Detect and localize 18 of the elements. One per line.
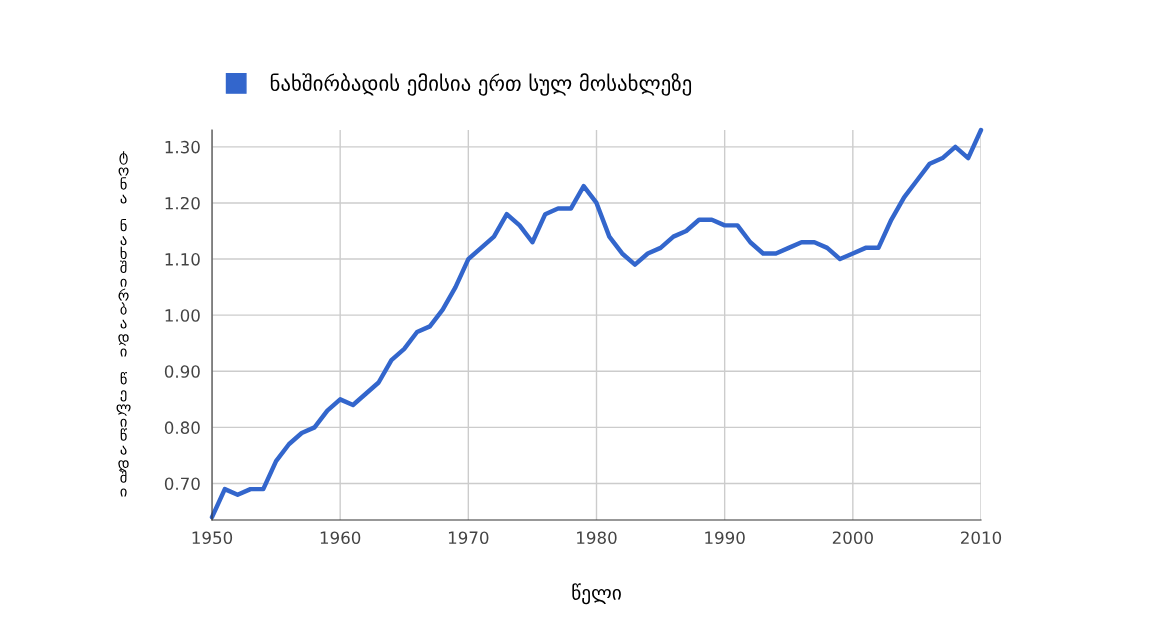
legend-label: ნახშირბადის ემისია ერთ სულ მოსახლეზე bbox=[270, 73, 692, 96]
x-tick-label: 1960 bbox=[320, 531, 361, 545]
x-tick-label: 1970 bbox=[448, 531, 489, 545]
y-tick-label: 0.80 bbox=[164, 421, 200, 434]
x-tick-label: 2010 bbox=[961, 531, 1002, 545]
line-series bbox=[209, 127, 984, 520]
x-tick-label: 2000 bbox=[832, 531, 873, 545]
y-tick-label: 1.00 bbox=[165, 309, 200, 322]
x-tick-label: 1980 bbox=[577, 531, 617, 545]
text: ტონა ნახშირბადი წელიწადში bbox=[116, 151, 131, 497]
y-tick-label: 1.20 bbox=[165, 196, 200, 210]
x-axis-title: წელი bbox=[572, 583, 621, 605]
x-tick-label: 1990 bbox=[705, 531, 745, 545]
x-tick-label: 1950 bbox=[192, 531, 233, 545]
y-tick-label: 1.10 bbox=[165, 253, 200, 266]
y-tick-label: 0.70 bbox=[164, 477, 200, 491]
y-tick-label: 0.90 bbox=[164, 365, 200, 378]
y-tick-label: 1.30 bbox=[165, 140, 200, 154]
